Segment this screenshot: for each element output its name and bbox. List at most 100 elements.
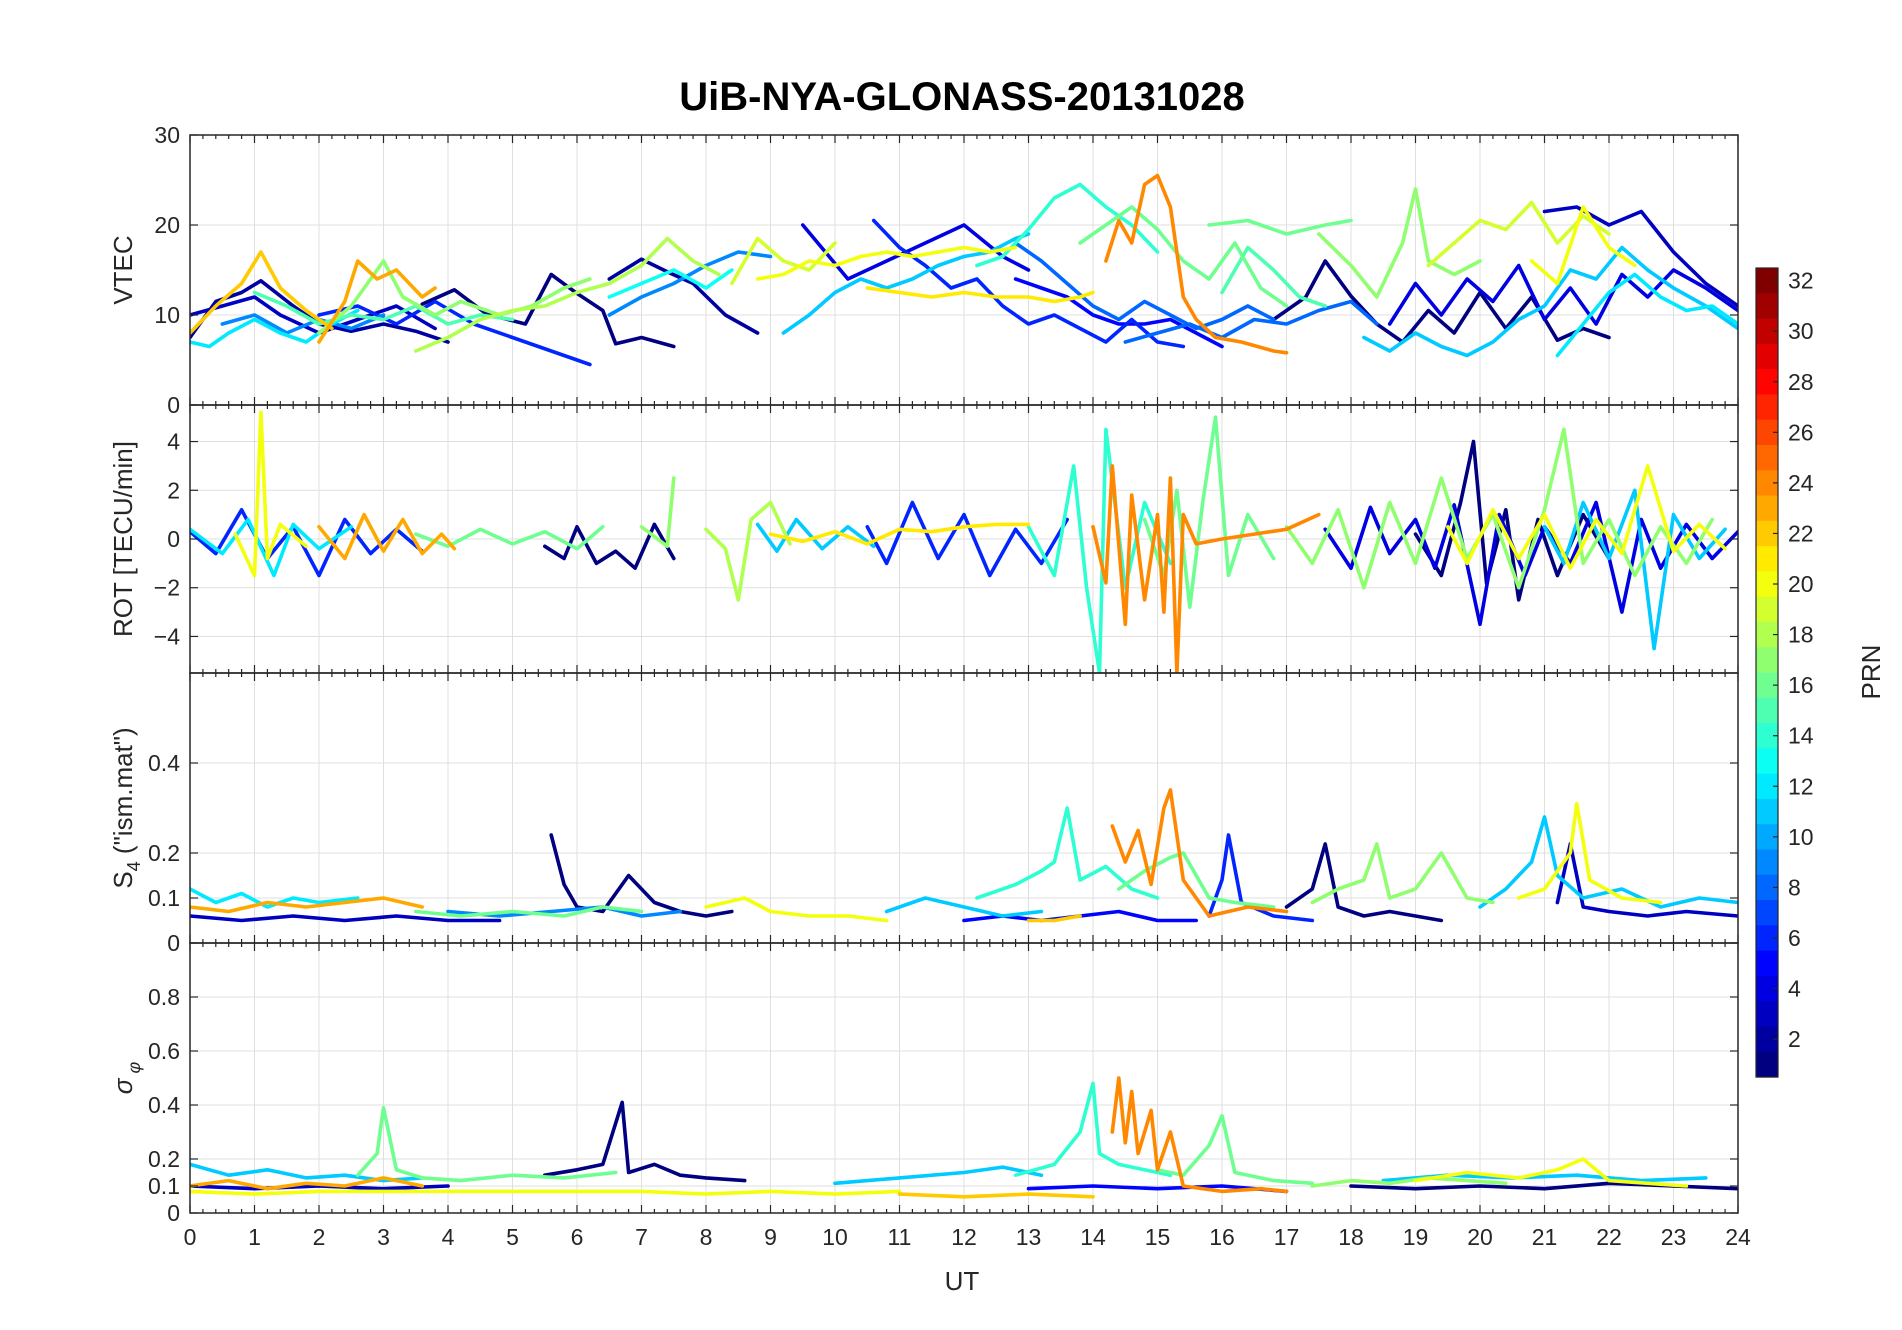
colorbar-tick-label: 28	[1788, 369, 1814, 395]
series-line-prn-23	[190, 1176, 424, 1191]
series-line-prn-13	[607, 268, 734, 299]
series-line-prn-15	[1220, 245, 1327, 308]
colorbar-tick-label: 20	[1788, 571, 1814, 597]
series-line-prn-23	[317, 259, 437, 344]
series-line-prn-6	[865, 500, 1069, 578]
colorbar-tick-label: 16	[1788, 672, 1814, 698]
x-tick-label: 21	[1532, 1224, 1558, 1250]
colorbar-segment	[1756, 647, 1778, 674]
series-line-prn-1	[543, 1100, 747, 1183]
colorbar-segment	[1756, 1026, 1778, 1053]
colorbar-tick-label: 10	[1788, 824, 1814, 850]
panel-rot: −4 −2 0 2 4 ROT [TECU/min]	[108, 404, 1739, 674]
series-line-prn-11	[190, 1162, 424, 1183]
series-line-prn-20	[704, 896, 889, 923]
series-line-prn-22	[1026, 914, 1082, 923]
colorbar-tick-label: 2	[1788, 1026, 1801, 1052]
colorbar-segment	[1756, 798, 1778, 825]
y-tick-label: 0.4	[148, 1092, 180, 1118]
series-line-prn-12	[190, 517, 354, 578]
x-tick-label: 4	[442, 1224, 455, 1250]
colorbar-segment	[1756, 546, 1778, 572]
x-tick-label: 9	[764, 1224, 777, 1250]
series-line-prn-14	[975, 182, 1160, 268]
y-tick-label: 20	[154, 212, 180, 238]
series-line-prn-2	[607, 257, 760, 335]
series-line-prn-16	[1207, 218, 1353, 236]
colorbar-tick-label: 32	[1788, 268, 1814, 294]
colorbar-segment	[1756, 900, 1778, 926]
series-line-prn-17	[639, 476, 676, 549]
colorbar-frame	[1755, 267, 1779, 1078]
colorbar-tick-label: 30	[1788, 318, 1814, 344]
series-line-prn-24	[1091, 464, 1321, 673]
series-line-prn-1	[420, 272, 676, 349]
colorbar-segment	[1756, 824, 1778, 851]
series-line-prn-18	[414, 236, 721, 353]
series-line-prn-20	[233, 410, 308, 578]
series-line-prn-11	[781, 232, 1031, 335]
series-line-prn-21	[768, 522, 1031, 546]
series-line-prn-16	[1078, 205, 1289, 308]
x-tick-label: 16	[1209, 1224, 1235, 1250]
colorbar-segment	[1756, 773, 1778, 800]
colorbar-segment	[1756, 672, 1778, 699]
x-tick-label: 6	[571, 1224, 584, 1250]
series-line-prn-17	[1284, 427, 1714, 590]
series-line-prn-5	[1013, 277, 1224, 349]
series-line-prn-4	[1387, 263, 1738, 326]
x-tick-label: 7	[635, 1224, 648, 1250]
colorbar-segment	[1756, 975, 1778, 1002]
series-line-prn-16	[414, 525, 605, 551]
y-tick-label: 2	[167, 477, 180, 503]
series-line-prn-20	[1413, 1157, 1689, 1188]
x-tick-label: 24	[1725, 1224, 1751, 1250]
series-line-prn-22	[897, 1192, 1095, 1199]
series-line-prn-23	[190, 896, 424, 914]
x-tick-label: 12	[951, 1224, 977, 1250]
colorbar-tick-label: 26	[1788, 419, 1814, 445]
series-line-prn-20	[1529, 205, 1637, 286]
y-tick-label: 30	[154, 122, 180, 148]
series-line-prn-12	[1555, 272, 1738, 358]
series-line-prn-16	[414, 905, 644, 918]
y-tick-label: 0.8	[148, 984, 180, 1010]
chart-title: UiB-NYA-GLONASS-20131028	[679, 75, 1244, 119]
series-line-prn-3	[190, 914, 502, 923]
series-line-prn-14	[975, 806, 1160, 900]
colorbar-segment	[1756, 748, 1778, 775]
series-line-prn-1	[1284, 842, 1444, 923]
series-line-prn-1	[549, 833, 734, 918]
series-line-prn-18	[704, 500, 792, 602]
colorbar-label: PRN	[1856, 645, 1886, 700]
y-axis-label-rot: ROT [TECU/min]	[108, 441, 138, 637]
y-tick-label: 0	[167, 930, 180, 956]
colorbar-segment	[1756, 950, 1778, 977]
colorbar-segment	[1756, 849, 1778, 876]
y-tick-label: 0.2	[148, 840, 180, 866]
colorbar-tick-label: 22	[1788, 520, 1814, 546]
series-line-prn-20	[755, 245, 1018, 281]
series-line-prn-3	[190, 295, 437, 335]
series-line-prn-20	[1516, 801, 1663, 905]
x-tick-label: 22	[1596, 1224, 1622, 1250]
colorbar-segment	[1756, 268, 1778, 294]
y-tick-label: −4	[154, 623, 180, 649]
x-tick-label: 18	[1338, 1224, 1364, 1250]
colorbar-tick-label: 12	[1788, 773, 1814, 799]
x-tick-label: 13	[1016, 1224, 1042, 1250]
series-line-prn-6	[317, 299, 592, 367]
series-line-prn-3	[1542, 205, 1738, 308]
series-line-prn-21	[865, 286, 1095, 304]
y-tick-label: 0	[167, 392, 180, 418]
colorbar-segment	[1756, 874, 1778, 901]
y-tick-label: −2	[154, 575, 180, 601]
colorbar-segment	[1756, 571, 1778, 598]
colorbar-tick-label: 6	[1788, 925, 1801, 951]
series-line-prn-9	[607, 250, 773, 317]
series-line-prn-11	[755, 517, 876, 553]
series-line-prn-24	[1110, 1076, 1289, 1194]
series-line-prn-16	[355, 1105, 618, 1183]
